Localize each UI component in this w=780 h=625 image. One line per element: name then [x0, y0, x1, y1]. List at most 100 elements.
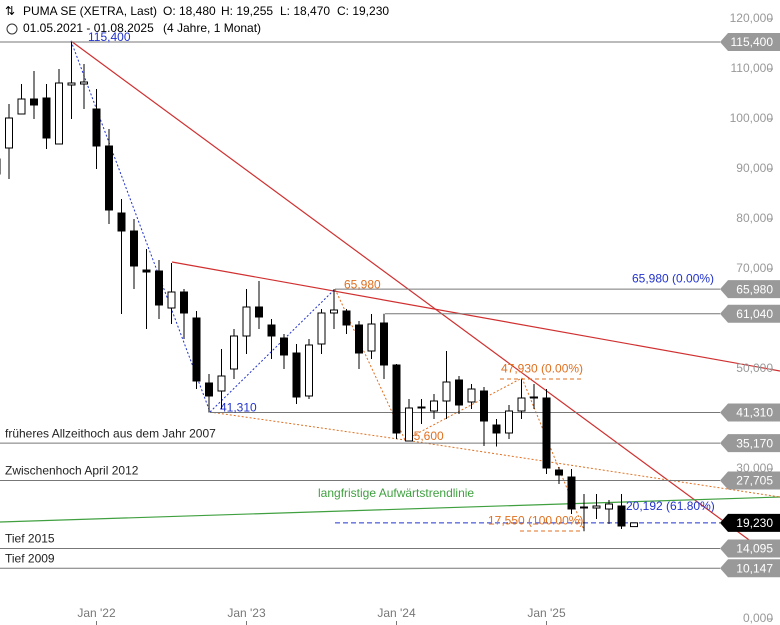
price-tag-label: 10,147: [736, 561, 773, 575]
candle-body: [505, 410, 513, 434]
candle-body: [555, 469, 563, 476]
price-tag-label: 65,980: [736, 282, 773, 296]
title: PUMA SE (XETRA, Last): [23, 4, 157, 18]
y-tick-label: 120,000: [730, 11, 774, 25]
price-tag: [720, 434, 780, 453]
header-icon: ⇅: [5, 4, 15, 18]
candle-body: [117, 212, 126, 232]
trendlines: [0, 40, 780, 549]
price-tag: [720, 280, 780, 299]
y-tick-label: 0,000: [743, 611, 773, 625]
candle-body: [205, 382, 213, 397]
price-tag-label: 41,310: [736, 406, 773, 420]
candle-body: [292, 352, 301, 398]
candle-body: [242, 306, 251, 337]
candle-body: [442, 381, 451, 402]
trend-label: langfristige Aufwärtstrendlinie: [318, 486, 474, 500]
candle-body: [167, 291, 176, 309]
candle-body: [567, 476, 576, 510]
candle-body: [155, 270, 163, 306]
candle-body: [267, 324, 276, 337]
x-tick-label: Jan '24: [377, 606, 416, 620]
fib-label: 65,980 (0.00%): [632, 271, 714, 285]
dotted-line: [404, 439, 780, 498]
x-tick-label: Jan '25: [527, 606, 566, 620]
candle-body: [380, 322, 388, 366]
candle-body: [130, 230, 138, 267]
level-note: Tief 2009: [5, 551, 55, 565]
fib-label: 41,310: [220, 401, 257, 415]
candle-body: [217, 375, 226, 392]
candle-body: [5, 117, 13, 149]
fib-line: [209, 288, 336, 413]
level-note: Zwischenhoch April 2012: [5, 464, 139, 478]
price-tag: [720, 403, 780, 422]
fib-label: 17,550 (100.00%): [488, 513, 583, 527]
y-tick-label: 80,000: [736, 211, 773, 225]
candle-body: [55, 82, 63, 145]
fib-line: [70, 40, 211, 413]
y-tick-label: 70,000: [736, 261, 773, 275]
uptrend-line: [0, 496, 780, 523]
level-note: früheres Allzeithoch aus dem Jahr 2007: [5, 426, 216, 440]
x-tick-label: Jan '23: [227, 606, 266, 620]
candle-body: [192, 317, 201, 382]
fib-label: 65,980: [344, 277, 381, 291]
period: (4 Jahre, 1 Monat): [163, 21, 261, 35]
y-tick-label: 50,000: [736, 361, 773, 375]
downtrend-line: [70, 40, 761, 549]
fib-label: 115,400: [88, 30, 131, 44]
candle-body: [142, 269, 151, 273]
candle-body: [305, 344, 313, 397]
clock-icon: [6, 23, 18, 35]
price-tag: [720, 513, 780, 532]
price-tag-label: 61,040: [736, 307, 773, 321]
candle-body: [580, 506, 588, 509]
price-tag: [720, 471, 780, 490]
fib-label: 20,192 (61.80%): [626, 499, 715, 513]
candle-body: [30, 98, 38, 106]
candle-body: [492, 424, 501, 434]
candle-body: [530, 396, 538, 399]
candle-body: [105, 145, 113, 211]
price-tag-label: 19,230: [736, 516, 773, 530]
candle-body: [392, 364, 401, 434]
fib-label: 35,600: [407, 429, 444, 443]
y-tick-label: 90,000: [736, 161, 773, 175]
candle-body: [80, 81, 88, 85]
ohlc: L: 18,470: [280, 4, 330, 18]
candle-body: [517, 397, 526, 412]
y-tick-label: 100,000: [730, 111, 774, 125]
header: ⇅ PUMA SE (XETRA, Last) O: 18,480 H: 19,…: [5, 4, 389, 35]
ohlc: H: 19,255: [221, 4, 273, 18]
candle-body: [92, 108, 101, 147]
y-tick-label: 110,000: [731, 61, 774, 75]
fib-label: 47,930 (0.00%): [501, 362, 583, 376]
candle-body: [605, 503, 613, 510]
candle-body: [455, 379, 463, 406]
downtrend-line: [171, 261, 780, 372]
candle-body: [480, 390, 488, 422]
candle-body: [255, 306, 263, 318]
ohlc: O: 18,480: [163, 4, 216, 18]
price-tag: [720, 304, 780, 323]
candle-body: [317, 312, 326, 345]
x-tick-label: Jan '22: [77, 606, 116, 620]
price-tag-label: 14,095: [736, 542, 773, 556]
candle-body: [592, 505, 601, 509]
candle-body: [230, 335, 238, 370]
candle-body: [67, 82, 76, 86]
candle-body: [630, 522, 638, 528]
candle-body: [330, 309, 338, 314]
price-tag-label: 27,705: [736, 474, 773, 488]
candle-body: [367, 323, 376, 352]
candle-body: [405, 407, 413, 442]
price-tag: [720, 539, 780, 558]
level-note: Tief 2015: [5, 532, 55, 546]
price-tag-label: 115,400: [731, 35, 774, 49]
candle-body: [180, 291, 188, 314]
candle-body: [342, 310, 351, 326]
candle-body: [280, 337, 288, 356]
candle-body: [430, 400, 438, 412]
